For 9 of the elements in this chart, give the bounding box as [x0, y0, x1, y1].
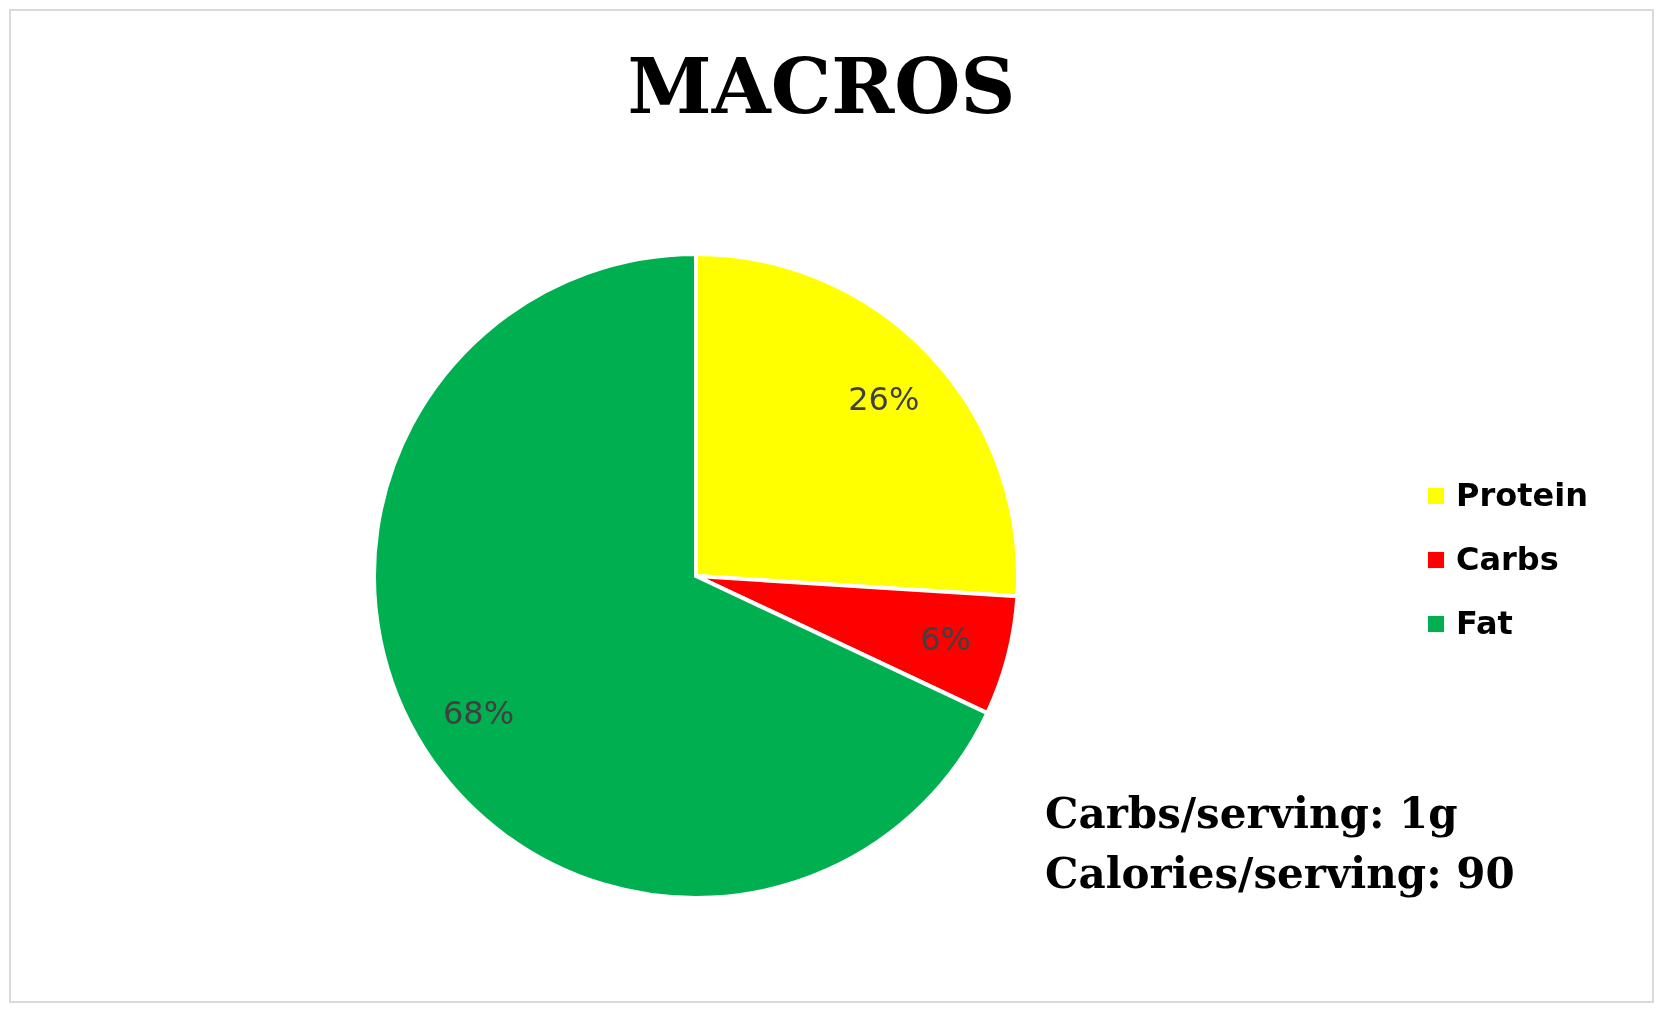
legend-label: Fat — [1456, 604, 1513, 642]
data-label: 26% — [848, 379, 920, 418]
text: Calories/serving: 90 — [1045, 849, 1515, 898]
chart-title: MACROS — [627, 42, 1016, 131]
data-label: 68% — [442, 694, 515, 733]
legend-label: Protein — [1456, 476, 1588, 514]
text: Carbs/serving: 1g — [1045, 789, 1458, 838]
legend-label: Carbs — [1456, 540, 1559, 578]
data-label: 6% — [920, 620, 971, 659]
